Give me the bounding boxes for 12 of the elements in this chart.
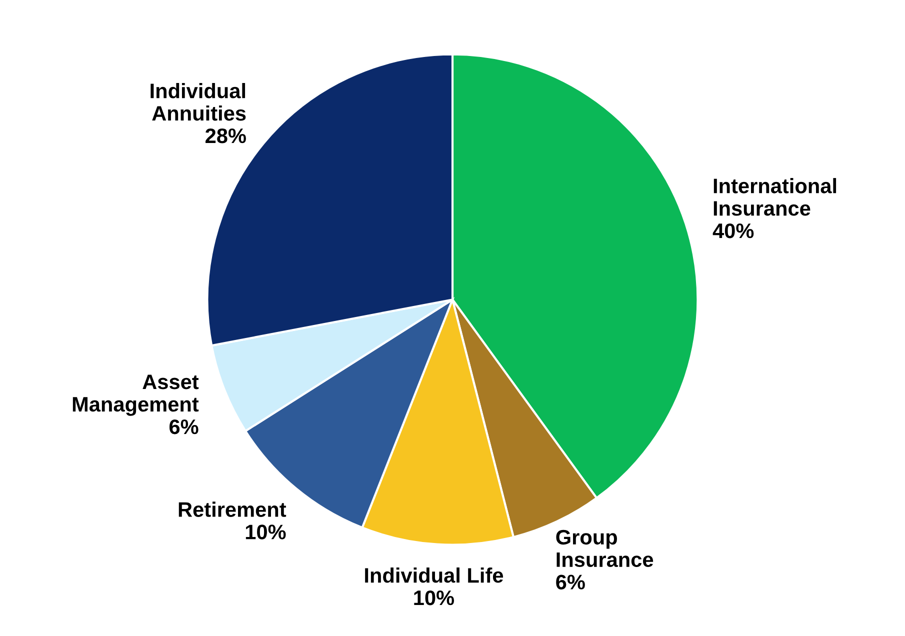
data-label: 10% [414, 590, 454, 606]
data-label: 28% [206, 128, 246, 144]
slice-label: Individual Annuities [150, 83, 246, 121]
slice-label: Group Insurance [556, 530, 654, 568]
slice-label: Retirement [178, 502, 286, 517]
data-label: 6% [556, 574, 585, 590]
data-label: 6% [170, 419, 198, 434]
slice-label: International Insurance [714, 178, 836, 216]
data-label: 10% [246, 524, 286, 540]
slice-label: Asset Management [72, 374, 199, 416]
slice-label: Individual Life [365, 567, 504, 583]
data-label: 40% [712, 223, 754, 238]
